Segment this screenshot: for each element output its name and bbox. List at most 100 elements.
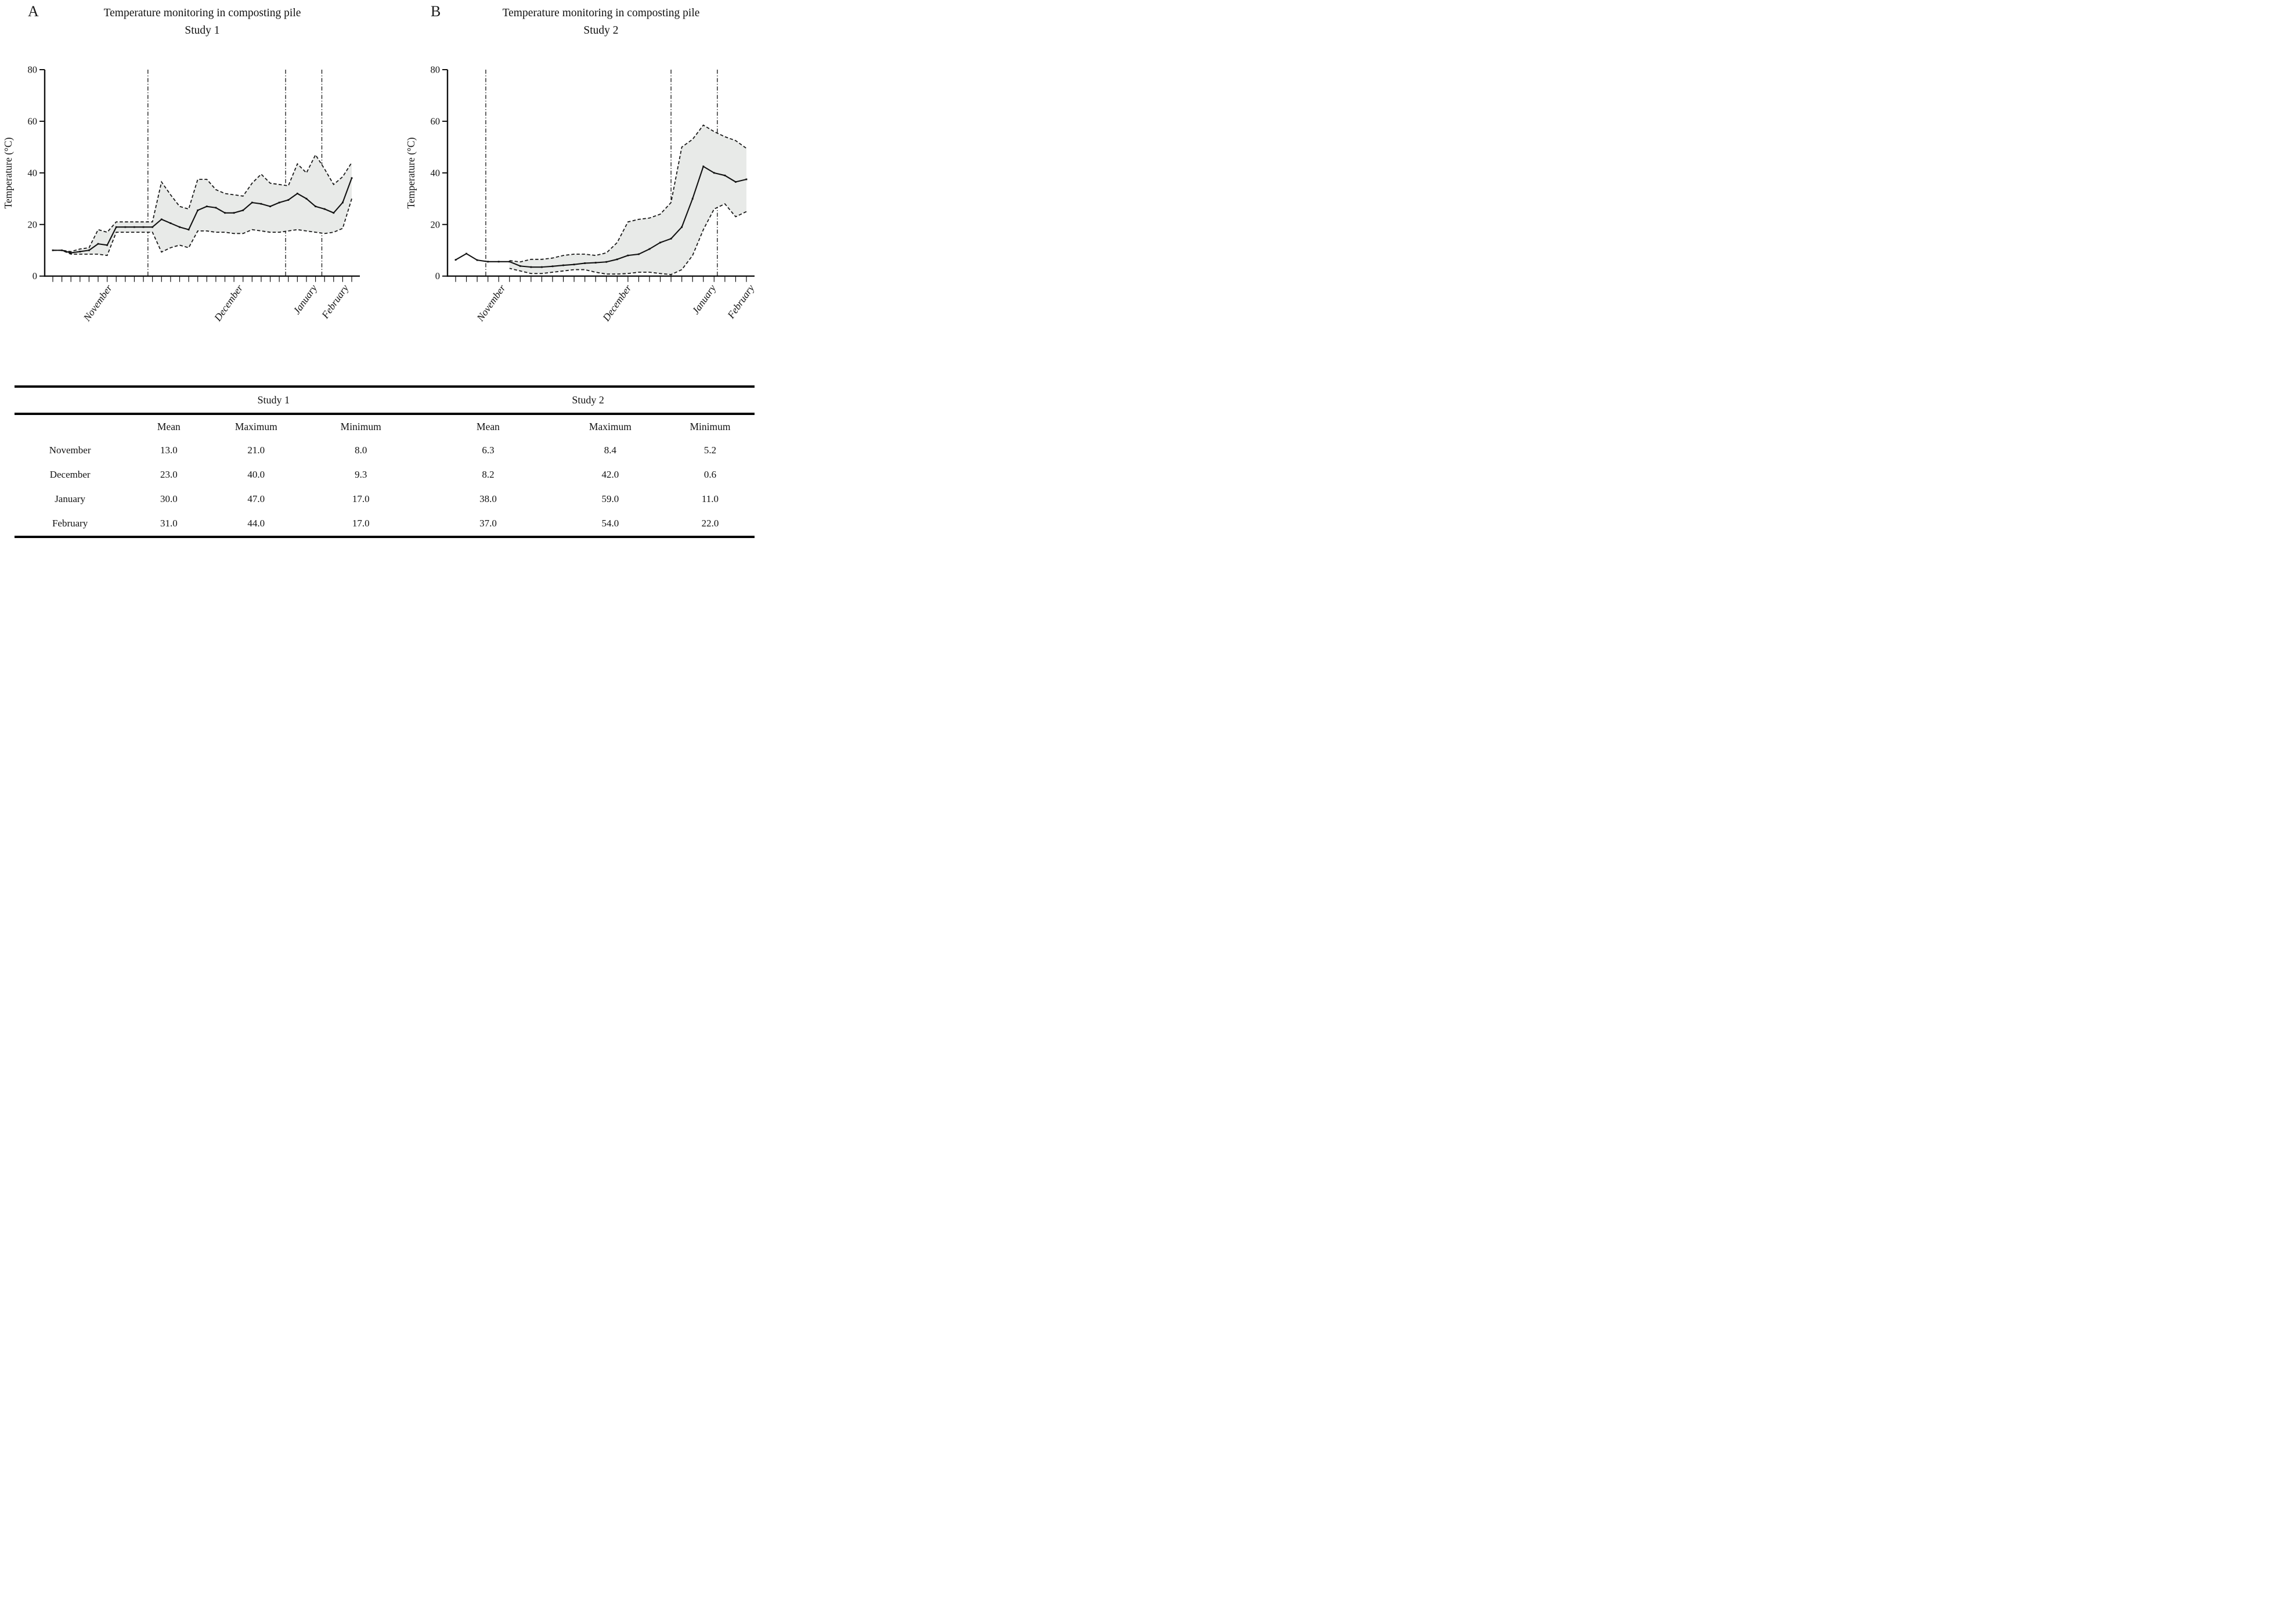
mean-point-marker xyxy=(691,197,694,200)
s1-mean-cell: 23.0 xyxy=(160,469,178,480)
mean-point-marker xyxy=(508,261,511,263)
mean-point-marker xyxy=(52,249,54,251)
mean-point-marker xyxy=(476,259,478,261)
s2-mean-cell: 8.2 xyxy=(482,469,495,480)
maximum-line xyxy=(53,153,352,252)
month-label: February xyxy=(724,282,756,321)
mean-point-marker xyxy=(278,201,280,204)
panel-study-2: B Temperature monitoring in composting p… xyxy=(380,0,759,371)
mean-point-marker xyxy=(530,266,532,268)
s1-maximum-cell: 44.0 xyxy=(247,518,265,529)
mean-point-marker xyxy=(659,241,661,244)
min-max-band xyxy=(53,154,352,256)
panel-letter-a: A xyxy=(28,3,39,20)
s1-minimum-cell: 17.0 xyxy=(352,493,370,504)
mean-point-marker xyxy=(296,193,298,194)
mean-point-marker xyxy=(616,258,618,261)
mean-point-marker xyxy=(115,226,117,228)
s2-minimum-cell: 22.0 xyxy=(701,518,719,529)
s2-maximum-cell: 8.4 xyxy=(604,445,616,456)
mean-point-marker xyxy=(341,201,344,204)
s2-mean-cell: 38.0 xyxy=(479,493,497,504)
mean-point-marker xyxy=(305,197,308,200)
mean-point-marker xyxy=(323,208,326,210)
column-header-mean-s1: Mean xyxy=(157,420,181,432)
chart-subtitle: Study 2 xyxy=(583,24,619,37)
mean-point-marker xyxy=(584,262,586,264)
mean-point-marker xyxy=(627,254,629,257)
mean-point-marker xyxy=(70,252,72,254)
s2-mean-cell: 37.0 xyxy=(479,518,497,529)
y-tick-label: 40 xyxy=(431,167,441,178)
s1-maximum-cell: 21.0 xyxy=(247,445,265,456)
mean-point-marker xyxy=(702,165,705,168)
column-header-mean-s2: Mean xyxy=(477,420,500,432)
y-tick-label: 60 xyxy=(431,116,441,127)
month-label: November xyxy=(474,282,508,323)
s1-maximum-cell: 47.0 xyxy=(247,493,265,504)
mean-point-marker xyxy=(487,261,489,263)
table-row-november: November 13.0 21.0 8.0 6.3 8.4 5.2 xyxy=(15,438,755,463)
mean-point-marker xyxy=(251,201,253,204)
column-header-minimum-s2: Minimum xyxy=(690,420,731,432)
y-tick-label: 60 xyxy=(28,116,38,127)
month-cell: November xyxy=(49,445,91,456)
mean-point-marker xyxy=(61,249,63,251)
stats-table: Study 1 Study 2 Mean Maximum Minimum Mea… xyxy=(15,385,755,538)
month-cell: December xyxy=(49,469,91,480)
mean-point-marker xyxy=(124,226,127,228)
chart-title-line1: Temperature monitoring in composting pil… xyxy=(502,7,700,19)
mean-point-marker xyxy=(713,172,715,174)
month-label: February xyxy=(319,282,351,321)
mean-point-marker xyxy=(724,174,726,176)
mean-point-marker xyxy=(333,212,335,214)
y-tick-label: 40 xyxy=(28,167,38,178)
mean-point-marker xyxy=(205,205,208,208)
mean-point-marker xyxy=(315,205,316,208)
month-label: November xyxy=(81,282,114,323)
column-header-minimum-s1: Minimum xyxy=(340,420,381,432)
y-tick-label: 0 xyxy=(33,270,37,282)
s1-mean-cell: 31.0 xyxy=(160,518,178,529)
column-header-maximum-s2: Maximum xyxy=(589,420,632,432)
s1-minimum-cell: 17.0 xyxy=(352,518,370,529)
mean-line xyxy=(455,165,747,268)
mean-point-marker xyxy=(541,266,543,268)
y-tick-label: 20 xyxy=(28,219,38,230)
month-cell: January xyxy=(55,493,86,504)
table-row-december: December 23.0 40.0 9.3 8.2 42.0 0.6 xyxy=(15,463,755,487)
mean-point-marker xyxy=(242,209,244,211)
table-group-header-row: Study 1 Study 2 xyxy=(15,388,755,415)
maximum-line xyxy=(509,124,747,263)
mean-point-marker xyxy=(133,226,135,228)
chart-title-line1: Temperature monitoring in composting pil… xyxy=(103,7,301,19)
y-axis-label: Temperature (°C) xyxy=(2,137,14,208)
chart-title-study-2: Temperature monitoring in composting pil… xyxy=(448,5,755,39)
s2-maximum-cell: 42.0 xyxy=(601,469,619,480)
mean-point-marker xyxy=(197,209,199,211)
mean-point-marker xyxy=(551,265,554,268)
s2-minimum-cell: 0.6 xyxy=(703,469,717,480)
column-header-maximum-s1: Maximum xyxy=(234,420,277,432)
mean-point-marker xyxy=(605,261,608,263)
month-label: January xyxy=(291,282,319,316)
s1-mean-cell: 30.0 xyxy=(160,493,178,504)
mean-point-marker xyxy=(454,259,457,261)
mean-point-marker xyxy=(179,226,181,228)
mean-point-marker xyxy=(187,229,190,231)
month-cell: February xyxy=(52,518,88,529)
temperature-chart-study-2: 0 20 40 60 80 Temperature (°C) November Decembe… xyxy=(405,64,756,324)
table-column-header-row: Mean Maximum Minimum Mean Maximum Minimu… xyxy=(15,415,755,438)
mean-point-marker xyxy=(233,212,235,214)
minimum-line xyxy=(53,199,352,257)
mean-point-marker xyxy=(151,226,154,228)
chart-subtitle: Study 1 xyxy=(185,24,220,37)
y-tick-label: 20 xyxy=(431,219,441,230)
mean-point-marker xyxy=(106,244,109,246)
temperature-chart-study-1: 0 20 40 60 80 Temperature (°C) November Decembe… xyxy=(2,64,360,324)
mean-point-marker xyxy=(497,261,500,263)
mean-line xyxy=(53,178,352,254)
mean-point-marker xyxy=(169,222,172,224)
composting-temperature-figure: A Temperature monitoring in composting p… xyxy=(0,0,759,542)
mean-point-marker xyxy=(735,181,737,183)
